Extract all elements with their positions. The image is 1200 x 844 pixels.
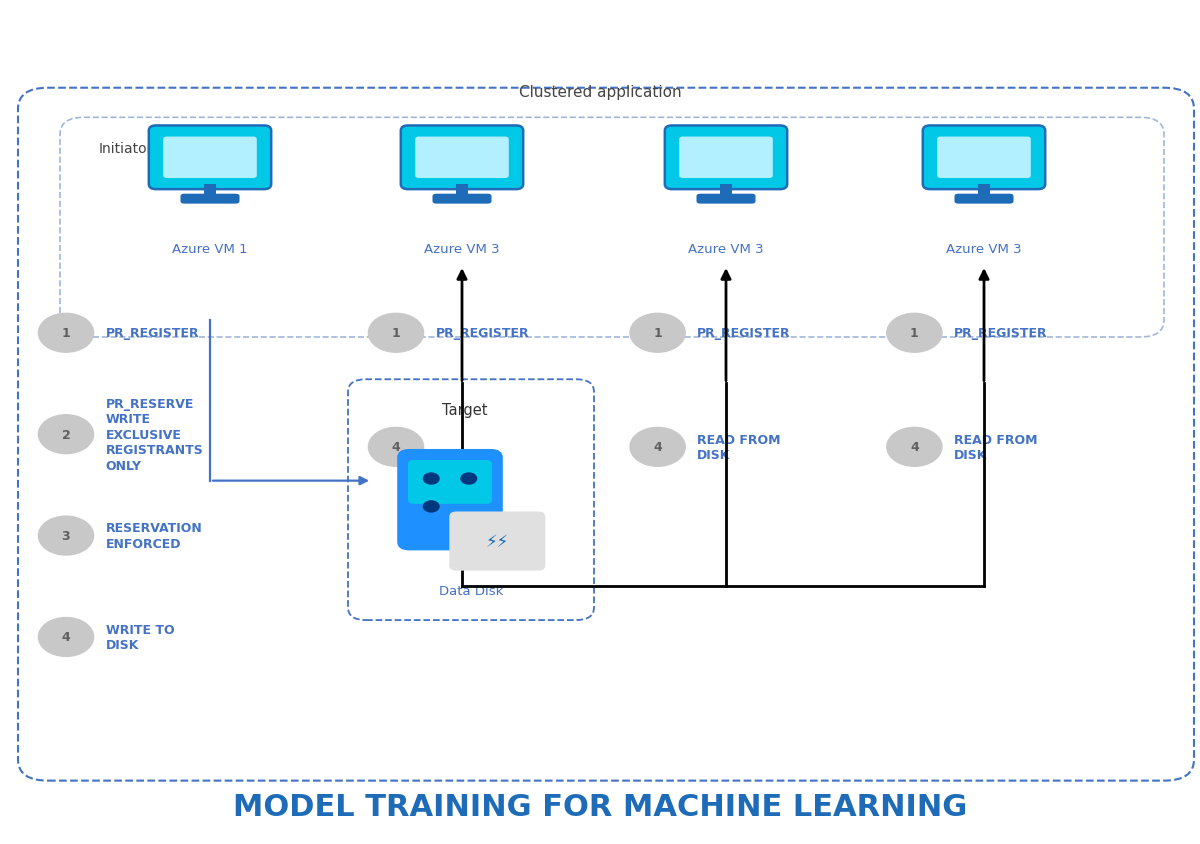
Text: 2: 2 [61,428,71,441]
Circle shape [424,473,439,484]
Text: PR_REGISTER: PR_REGISTER [106,327,199,340]
Text: 1: 1 [653,327,662,340]
FancyBboxPatch shape [180,194,240,204]
FancyBboxPatch shape [163,138,257,179]
FancyBboxPatch shape [665,127,787,190]
FancyBboxPatch shape [449,511,545,571]
Polygon shape [204,185,216,197]
Circle shape [630,428,685,467]
Text: READ FROM
DISK: READ FROM DISK [697,433,781,462]
Circle shape [630,314,685,353]
Circle shape [38,415,94,454]
Text: 1: 1 [61,327,71,340]
Text: Clustered application: Clustered application [518,84,682,100]
Polygon shape [456,185,468,197]
FancyBboxPatch shape [923,127,1045,190]
FancyBboxPatch shape [696,194,756,204]
Circle shape [887,428,942,467]
Text: ⚡⚡: ⚡⚡ [486,533,509,550]
Text: PR_REGISTER: PR_REGISTER [436,327,529,340]
FancyBboxPatch shape [432,194,492,204]
Text: PR_REGISTER: PR_REGISTER [697,327,791,340]
Text: 3: 3 [61,529,71,543]
Text: Data Disk: Data Disk [439,585,503,598]
Polygon shape [978,185,990,197]
Polygon shape [720,185,732,197]
Text: 1: 1 [910,327,919,340]
Circle shape [887,314,942,353]
Text: Azure VM 3: Azure VM 3 [688,243,764,256]
Text: PR_RESERVE
WRITE
EXCLUSIVE
REGISTRANTS
ONLY: PR_RESERVE WRITE EXCLUSIVE REGISTRANTS O… [106,398,203,472]
Circle shape [368,314,424,353]
FancyBboxPatch shape [954,194,1014,204]
FancyBboxPatch shape [408,461,492,504]
Circle shape [461,473,476,484]
Circle shape [38,517,94,555]
Circle shape [424,501,439,512]
Text: 4: 4 [910,441,919,454]
Text: PR_REGISTER: PR_REGISTER [954,327,1048,340]
Text: READ FROM
DISK: READ FROM DISK [436,433,520,462]
Text: Azure VM 3: Azure VM 3 [424,243,500,256]
Text: 1: 1 [391,327,401,340]
Circle shape [38,314,94,353]
Text: 4: 4 [653,441,662,454]
FancyBboxPatch shape [401,127,523,190]
FancyBboxPatch shape [937,138,1031,179]
Text: WRITE TO
DISK: WRITE TO DISK [106,623,174,652]
Text: Azure VM 3: Azure VM 3 [946,243,1022,256]
Text: Initiator: Initiator [98,142,152,156]
Text: RESERVATION
ENFORCED: RESERVATION ENFORCED [106,522,203,550]
Text: Target: Target [442,403,487,418]
FancyBboxPatch shape [679,138,773,179]
Circle shape [38,618,94,657]
FancyBboxPatch shape [397,449,503,551]
FancyBboxPatch shape [149,127,271,190]
FancyBboxPatch shape [415,138,509,179]
FancyBboxPatch shape [348,380,594,620]
Text: READ FROM
DISK: READ FROM DISK [954,433,1038,462]
Text: 4: 4 [391,441,401,454]
Text: 4: 4 [61,630,71,644]
Text: MODEL TRAINING FOR MACHINE LEARNING: MODEL TRAINING FOR MACHINE LEARNING [233,793,967,821]
Text: Azure VM 1: Azure VM 1 [172,243,248,256]
Circle shape [368,428,424,467]
